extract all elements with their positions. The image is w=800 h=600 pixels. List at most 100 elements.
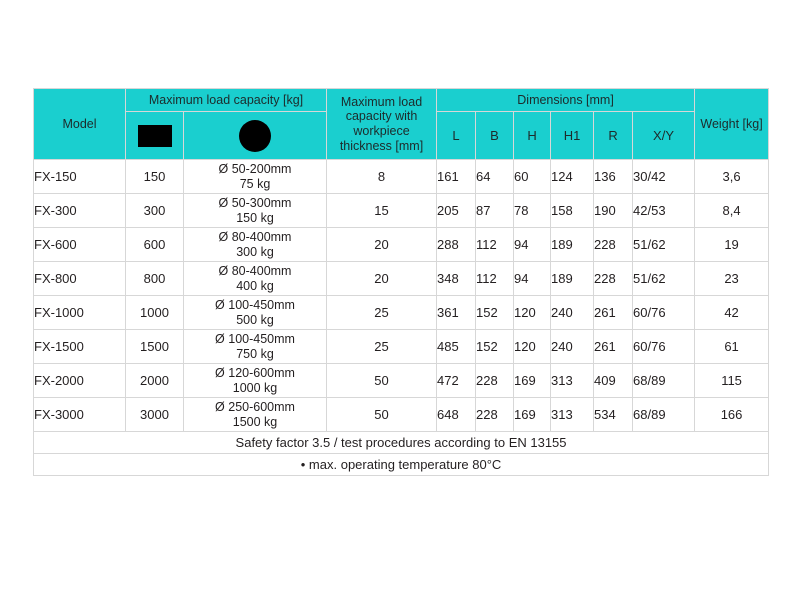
cell-dim-xy: 51/62: [632, 261, 696, 296]
cell-weight: 42: [694, 295, 770, 330]
cell-dim-b: 64: [475, 159, 515, 194]
round-workpiece-icon: [184, 113, 326, 158]
footer-note-row: Safety factor 3.5 / test procedures acco…: [32, 431, 770, 454]
header-dim-xy: X/Y: [632, 111, 696, 160]
table-header: Model Maximum load capacity [kg] Maximum…: [33, 88, 770, 160]
cell-dim-r: 534: [593, 397, 634, 432]
cell-dim-b: 228: [475, 363, 515, 398]
header-dimensions-group: Dimensions [mm]: [436, 88, 696, 112]
load-round-diameter: Ø 50-300mm: [218, 195, 292, 210]
cell-load-round: Ø 50-300mm 150 kg: [182, 193, 328, 228]
table-body: FX-150 150 Ø 50-200mm 75 kg 8 161 64 60 124 136 30…: [33, 159, 770, 432]
load-round-weight: 1000 kg: [232, 380, 278, 395]
cell-dim-l: 648: [436, 397, 477, 432]
cell-dim-h1: 124: [550, 159, 595, 194]
cell-dim-b: 152: [475, 329, 515, 364]
cell-model: FX-300: [33, 193, 126, 228]
cell-dim-h1: 189: [550, 261, 595, 296]
header-workpiece-thickness: Maximum load capacity with workpiece thi…: [326, 88, 438, 160]
cell-workpiece-thickness: 20: [326, 227, 438, 262]
rectangle-workpiece-icon: [126, 113, 183, 158]
load-round-diameter: Ø 120-600mm: [215, 365, 295, 380]
table-row: FX-1500 1500 Ø 100-450mm 750 kg 25 485 152 120 2…: [33, 329, 770, 364]
cell-load-flat: 1500: [125, 329, 184, 364]
footer-note: • max. operating temperature 80°C: [32, 453, 770, 476]
header-dim-h1: H1: [550, 111, 595, 160]
footer-note-row: • max. operating temperature 80°C: [32, 453, 770, 476]
cell-dim-l: 288: [436, 227, 477, 262]
header-row-group: Model Maximum load capacity [kg] Maximum…: [33, 88, 770, 160]
cell-load-round: Ø 120-600mm 1000 kg: [182, 363, 328, 398]
header-model: Model: [33, 88, 126, 160]
table-row: FX-1000 1000 Ø 100-450mm 500 kg 25 361 152 120 2…: [33, 295, 770, 330]
cell-dim-h1: 240: [550, 295, 595, 330]
cell-dim-r: 190: [593, 193, 634, 228]
cell-weight: 19: [694, 227, 770, 262]
header-dim-r: R: [593, 111, 634, 160]
load-round-diameter: Ø 100-450mm: [215, 297, 295, 312]
load-round-weight: 150 kg: [236, 210, 274, 225]
cell-workpiece-thickness: 25: [326, 329, 438, 364]
cell-load-round: Ø 50-200mm 75 kg: [182, 159, 328, 194]
cell-load-round: Ø 100-450mm 750 kg: [182, 329, 328, 364]
table-row: FX-300 300 Ø 50-300mm 150 kg 15 205 87 78 158 190…: [33, 193, 770, 228]
header-dim-h: H: [513, 111, 552, 160]
cell-model: FX-3000: [33, 397, 126, 432]
cell-weight: 115: [694, 363, 770, 398]
cell-dim-b: 87: [475, 193, 515, 228]
cell-workpiece-thickness: 8: [326, 159, 438, 194]
cell-workpiece-thickness: 25: [326, 295, 438, 330]
load-round-diameter: Ø 50-200mm: [218, 161, 292, 176]
cell-dim-xy: 42/53: [632, 193, 696, 228]
cell-dim-h: 120: [513, 295, 552, 330]
load-round-weight: 75 kg: [239, 176, 271, 191]
cell-dim-l: 348: [436, 261, 477, 296]
cell-load-round: Ø 100-450mm 500 kg: [182, 295, 328, 330]
cell-load-flat: 600: [125, 227, 184, 262]
cell-dim-h: 94: [513, 261, 552, 296]
load-round-weight: 750 kg: [236, 346, 274, 361]
cell-dim-r: 228: [593, 261, 634, 296]
header-round-workpiece-cell: [182, 111, 328, 160]
cell-dim-xy: 68/89: [632, 363, 696, 398]
load-round-weight: 400 kg: [236, 278, 274, 293]
header-max-load-capacity-group: Maximum load capacity [kg]: [124, 88, 328, 112]
cell-dim-h: 94: [513, 227, 552, 262]
cell-dim-l: 361: [436, 295, 477, 330]
cell-weight: 23: [694, 261, 770, 296]
load-round-diameter: Ø 80-400mm: [218, 263, 292, 278]
load-round-diameter: Ø 100-450mm: [215, 331, 295, 346]
cell-dim-h: 78: [513, 193, 552, 228]
cell-dim-b: 112: [475, 227, 515, 262]
cell-dim-b: 228: [475, 397, 515, 432]
cell-dim-xy: 60/76: [632, 329, 696, 364]
cell-model: FX-600: [33, 227, 126, 262]
cell-dim-xy: 60/76: [632, 295, 696, 330]
cell-load-flat: 1000: [125, 295, 184, 330]
header-dim-b: B: [475, 111, 515, 160]
product-specification-table: Model Maximum load capacity [kg] Maximum…: [32, 88, 770, 476]
cell-dim-h1: 189: [550, 227, 595, 262]
cell-model: FX-2000: [33, 363, 126, 398]
table-row: FX-3000 3000 Ø 250-600mm 1500 kg 50 648 228 169…: [33, 397, 770, 432]
cell-weight: 3,6: [694, 159, 770, 194]
cell-dim-h: 60: [513, 159, 552, 194]
cell-dim-l: 161: [436, 159, 477, 194]
cell-dim-l: 485: [436, 329, 477, 364]
cell-workpiece-thickness: 15: [326, 193, 438, 228]
cell-weight: 61: [694, 329, 770, 364]
load-round-diameter: Ø 250-600mm: [215, 399, 295, 414]
cell-dim-l: 205: [436, 193, 477, 228]
cell-dim-l: 472: [436, 363, 477, 398]
cell-load-flat: 800: [125, 261, 184, 296]
cell-dim-h1: 313: [550, 397, 595, 432]
cell-workpiece-thickness: 20: [326, 261, 438, 296]
cell-dim-xy: 51/62: [632, 227, 696, 262]
cell-dim-h1: 313: [550, 363, 595, 398]
load-round-weight: 1500 kg: [232, 414, 278, 429]
table-row: FX-600 600 Ø 80-400mm 300 kg 20 288 112 94 189 22…: [33, 227, 770, 262]
cell-load-round: Ø 80-400mm 300 kg: [182, 227, 328, 262]
cell-dim-b: 152: [475, 295, 515, 330]
cell-model: FX-800: [33, 261, 126, 296]
